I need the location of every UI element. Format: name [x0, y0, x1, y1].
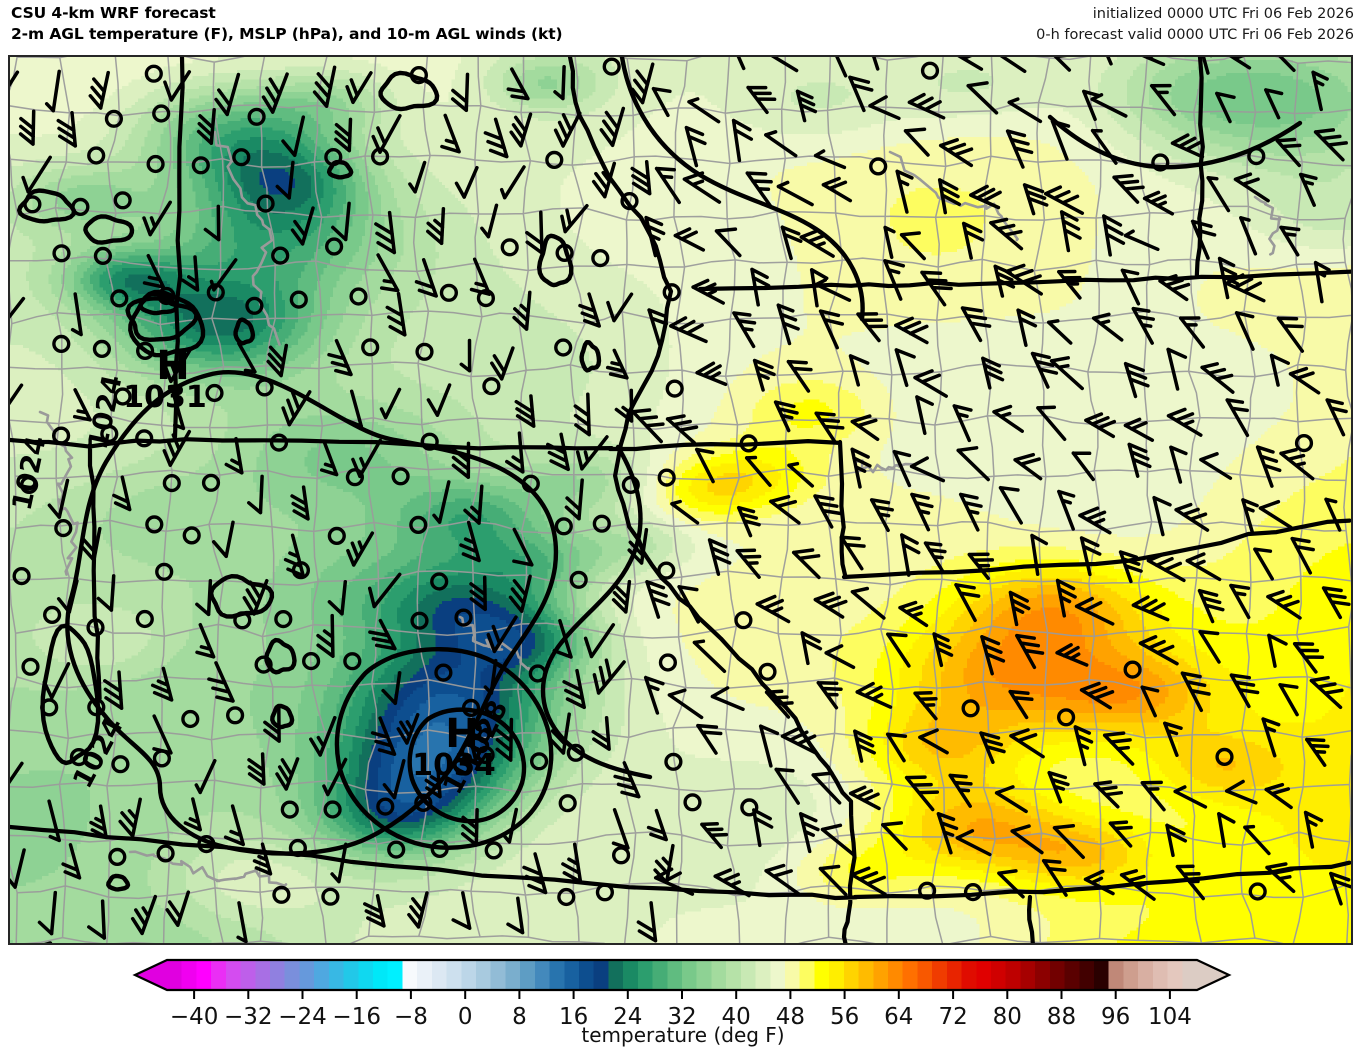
pressure-center-symbol: H [445, 711, 478, 757]
title-line-2: 2-m AGL temperature (F), MSLP (hPa), and… [11, 25, 563, 43]
colorbar[interactable]: −40 −32 −24 −16 −8 0 8 16 24 32 40 48 56 64 72 80 88 96 10… [0, 952, 1365, 1052]
colorbar-tick-label: 56 [830, 1004, 859, 1030]
colorbar-tick-label: 40 [722, 1004, 751, 1030]
wind-barb-layer [10, 57, 1351, 943]
colorbar-axis-label: temperature (deg F) [581, 1023, 784, 1047]
colorbar-tick-label: 88 [1047, 1004, 1076, 1030]
colorbar-tick-labels: −40 −32 −24 −16 −8 0 8 16 24 32 40 48 56 64 72 80 88 96 10… [170, 1004, 1192, 1030]
colorbar-tick-label: 24 [613, 1004, 642, 1030]
colorbar-tick-label: 8 [512, 1004, 527, 1030]
forecast-timestamp-block: initialized 0000 UTC Fri 06 Feb 2026 0-h… [1036, 4, 1354, 46]
colorbar-tick-label: 96 [1101, 1004, 1130, 1030]
forecast-map[interactable]: 1024 1024 1024 1028 1028 H 1031 H 1034 [8, 55, 1353, 945]
colorbar-tick-label: 48 [776, 1004, 805, 1030]
initialization-time: initialized 0000 UTC Fri 06 Feb 2026 [1092, 6, 1354, 22]
colorbar-tick-label: −32 [224, 1004, 273, 1030]
colorbar-region: −40 −32 −24 −16 −8 0 8 16 24 32 40 48 56 64 72 80 88 96 10… [0, 952, 1365, 1052]
colorbar-tick-label: 64 [884, 1004, 913, 1030]
colorbar-tick-label: −40 [170, 1004, 219, 1030]
pressure-center-symbol: H [156, 343, 189, 389]
colorbar-tick-label: 104 [1148, 1004, 1192, 1030]
colorbar-tick-label: 80 [993, 1004, 1022, 1030]
colorbar-tick-label: 16 [559, 1004, 588, 1030]
colorbar-tick-label: 32 [667, 1004, 696, 1030]
valid-time: 0-h forecast valid 0000 UTC Fri 06 Feb 2… [1036, 27, 1354, 43]
colorbar-tick-label: −8 [394, 1004, 428, 1030]
title-line-1: CSU 4-km WRF forecast [11, 4, 216, 22]
pressure-center-value: 1034 [412, 748, 496, 783]
colorbar-swatches [132, 958, 1232, 992]
page-title: CSU 4-km WRF forecast 2-m AGL temperatur… [11, 3, 563, 45]
colorbar-tick-label: 72 [938, 1004, 967, 1030]
colorbar-ticks [193, 990, 1171, 999]
pressure-center-value: 1031 [123, 380, 207, 415]
colorbar-tick-label: 0 [458, 1004, 473, 1030]
colorbar-tick-label: −24 [278, 1004, 327, 1030]
colorbar-tick-label: −16 [332, 1004, 381, 1030]
